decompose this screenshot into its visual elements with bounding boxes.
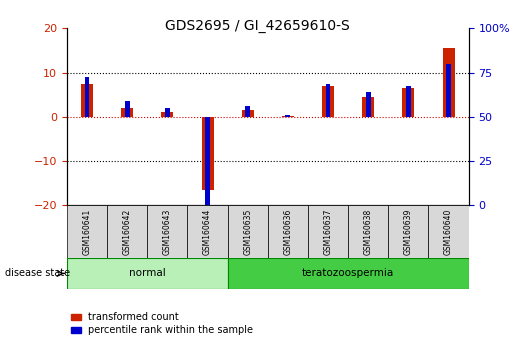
Bar — [67, 205, 107, 258]
Bar — [161, 113, 174, 117]
Text: GSM160643: GSM160643 — [163, 209, 172, 255]
Bar — [442, 48, 455, 117]
Bar — [282, 116, 294, 117]
Bar — [147, 205, 187, 258]
Bar — [428, 205, 469, 258]
Text: disease state: disease state — [5, 268, 70, 278]
Bar — [245, 106, 250, 117]
Bar — [325, 84, 331, 117]
Bar — [308, 205, 348, 258]
Text: GSM160637: GSM160637 — [323, 209, 333, 255]
Text: GSM160644: GSM160644 — [203, 209, 212, 255]
Bar — [201, 117, 214, 190]
Text: GSM160640: GSM160640 — [444, 209, 453, 255]
Text: GSM160636: GSM160636 — [283, 209, 293, 255]
Bar — [165, 108, 170, 117]
Bar — [228, 258, 469, 289]
Bar — [362, 97, 374, 117]
Bar — [187, 205, 228, 258]
Text: GDS2695 / GI_42659610-S: GDS2695 / GI_42659610-S — [165, 19, 350, 34]
Bar — [406, 86, 411, 117]
Bar — [322, 86, 334, 117]
Bar — [446, 64, 451, 117]
Text: GSM160642: GSM160642 — [123, 209, 132, 255]
Bar — [268, 205, 308, 258]
Text: normal: normal — [129, 268, 166, 279]
Bar — [388, 205, 428, 258]
Bar — [107, 205, 147, 258]
Text: teratozoospermia: teratozoospermia — [302, 268, 394, 279]
Bar — [242, 110, 254, 117]
Bar — [285, 115, 290, 117]
Bar — [348, 205, 388, 258]
Bar — [205, 117, 210, 207]
Bar — [121, 108, 133, 117]
Legend: transformed count, percentile rank within the sample: transformed count, percentile rank withi… — [67, 309, 257, 339]
Text: GSM160641: GSM160641 — [82, 209, 92, 255]
Bar — [366, 92, 371, 117]
Bar — [81, 84, 93, 117]
Bar — [125, 101, 130, 117]
Bar — [84, 77, 90, 117]
Bar — [67, 258, 228, 289]
Text: GSM160639: GSM160639 — [404, 209, 413, 255]
Bar — [402, 88, 415, 117]
Text: GSM160638: GSM160638 — [364, 209, 373, 255]
Bar — [228, 205, 268, 258]
Text: GSM160635: GSM160635 — [243, 209, 252, 255]
